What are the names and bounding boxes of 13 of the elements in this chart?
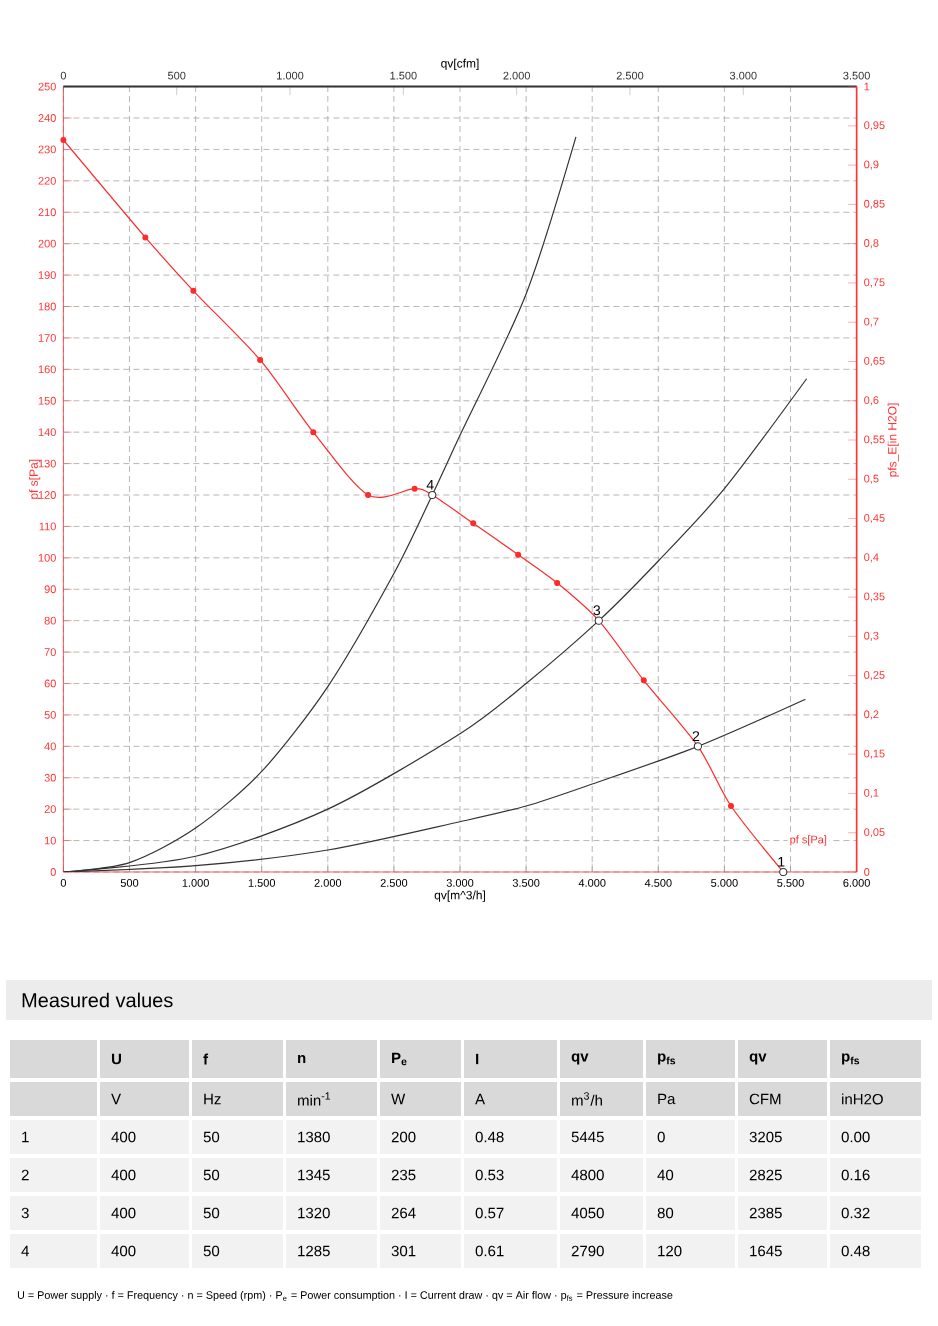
point xyxy=(470,520,477,527)
point xyxy=(728,803,735,810)
point xyxy=(257,356,264,363)
point xyxy=(142,234,149,241)
point xyxy=(190,287,197,294)
point xyxy=(365,492,372,498)
point xyxy=(554,579,561,586)
point xyxy=(640,677,647,684)
point xyxy=(411,485,418,492)
point xyxy=(60,137,67,143)
point xyxy=(310,429,317,436)
point xyxy=(515,551,522,558)
text: Measured values xyxy=(22,992,173,1008)
